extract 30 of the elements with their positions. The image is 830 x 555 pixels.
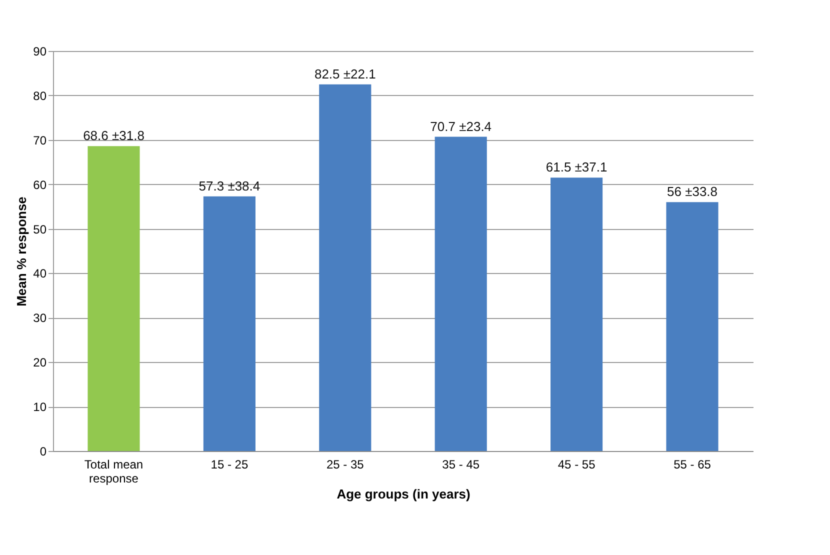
bar bbox=[434, 136, 487, 451]
data-label: 56 ±33.8 bbox=[667, 184, 718, 200]
data-label: 57.3 ±38.4 bbox=[198, 178, 260, 194]
y-tick-label: 80 bbox=[33, 88, 47, 103]
x-tick-label: Total mean response bbox=[84, 458, 144, 486]
bar bbox=[319, 84, 372, 451]
data-label: 70.7 ±23.4 bbox=[430, 118, 492, 134]
bar bbox=[550, 178, 603, 451]
x-tick-label: 55 - 65 bbox=[674, 458, 712, 472]
y-tick-label: 0 bbox=[40, 444, 47, 458]
y-axis-title: Mean % response bbox=[14, 196, 30, 306]
x-tick-label: 45 - 55 bbox=[558, 458, 596, 472]
x-tick-label: 35 - 45 bbox=[442, 458, 480, 472]
y-tick-label: 50 bbox=[33, 222, 47, 236]
x-axis-title: Age groups (in years) bbox=[336, 486, 470, 502]
y-tick-label: 40 bbox=[33, 266, 47, 281]
bar bbox=[88, 146, 140, 451]
y-tick-label: 60 bbox=[33, 178, 47, 192]
y-tick-label: 70 bbox=[33, 133, 47, 148]
data-label: 68.6 ±31.8 bbox=[83, 128, 144, 144]
x-tick-label: 25 - 35 bbox=[326, 458, 364, 472]
bar bbox=[666, 202, 718, 451]
y-tick-label: 90 bbox=[33, 44, 47, 58]
bar bbox=[203, 196, 256, 451]
y-tick-label: 10 bbox=[33, 400, 47, 414]
y-tick-label: 30 bbox=[33, 311, 47, 326]
y-tick-label: 20 bbox=[33, 356, 47, 370]
data-label: 82.5 ±22.1 bbox=[314, 66, 376, 82]
x-tick-label: 15 - 25 bbox=[210, 458, 248, 472]
data-label: 61.5 ±37.1 bbox=[546, 160, 608, 175]
